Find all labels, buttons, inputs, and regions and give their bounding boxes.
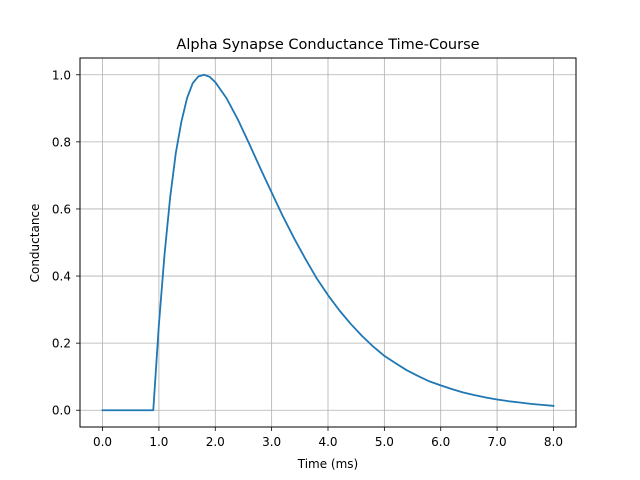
y-tick-label: 0.6 bbox=[52, 202, 71, 216]
x-tick-label: 4.0 bbox=[318, 435, 337, 449]
x-tick-label: 7.0 bbox=[488, 435, 507, 449]
x-tick-label: 3.0 bbox=[262, 435, 281, 449]
x-tick-label: 8.0 bbox=[544, 435, 563, 449]
y-tick-label: 0.0 bbox=[52, 404, 71, 418]
x-tick-label: 2.0 bbox=[206, 435, 225, 449]
x-tick-label: 1.0 bbox=[149, 435, 168, 449]
x-tick-label: 5.0 bbox=[375, 435, 394, 449]
y-axis-title: Conductance bbox=[28, 204, 42, 283]
x-axis-title: Time (ms) bbox=[297, 457, 359, 471]
y-tick-label: 0.8 bbox=[52, 135, 71, 149]
axis-ticks: 0.0 1.0 2.0 3.0 4.0 5.0 6.0 7.0 8.0 0.0 0.2 0.4 0.6 0… bbox=[52, 68, 563, 449]
series-layer bbox=[101, 73, 555, 412]
y-tick-label: 0.4 bbox=[52, 270, 71, 284]
y-tick-label: 1.0 bbox=[52, 68, 71, 82]
chart-title: Alpha Synapse Conductance Time-Course bbox=[176, 37, 479, 53]
y-tick-label: 0.2 bbox=[52, 337, 71, 351]
series-line bbox=[101, 73, 555, 412]
x-tick-label: 6.0 bbox=[431, 435, 450, 449]
x-tick-label: 0.0 bbox=[93, 435, 112, 449]
